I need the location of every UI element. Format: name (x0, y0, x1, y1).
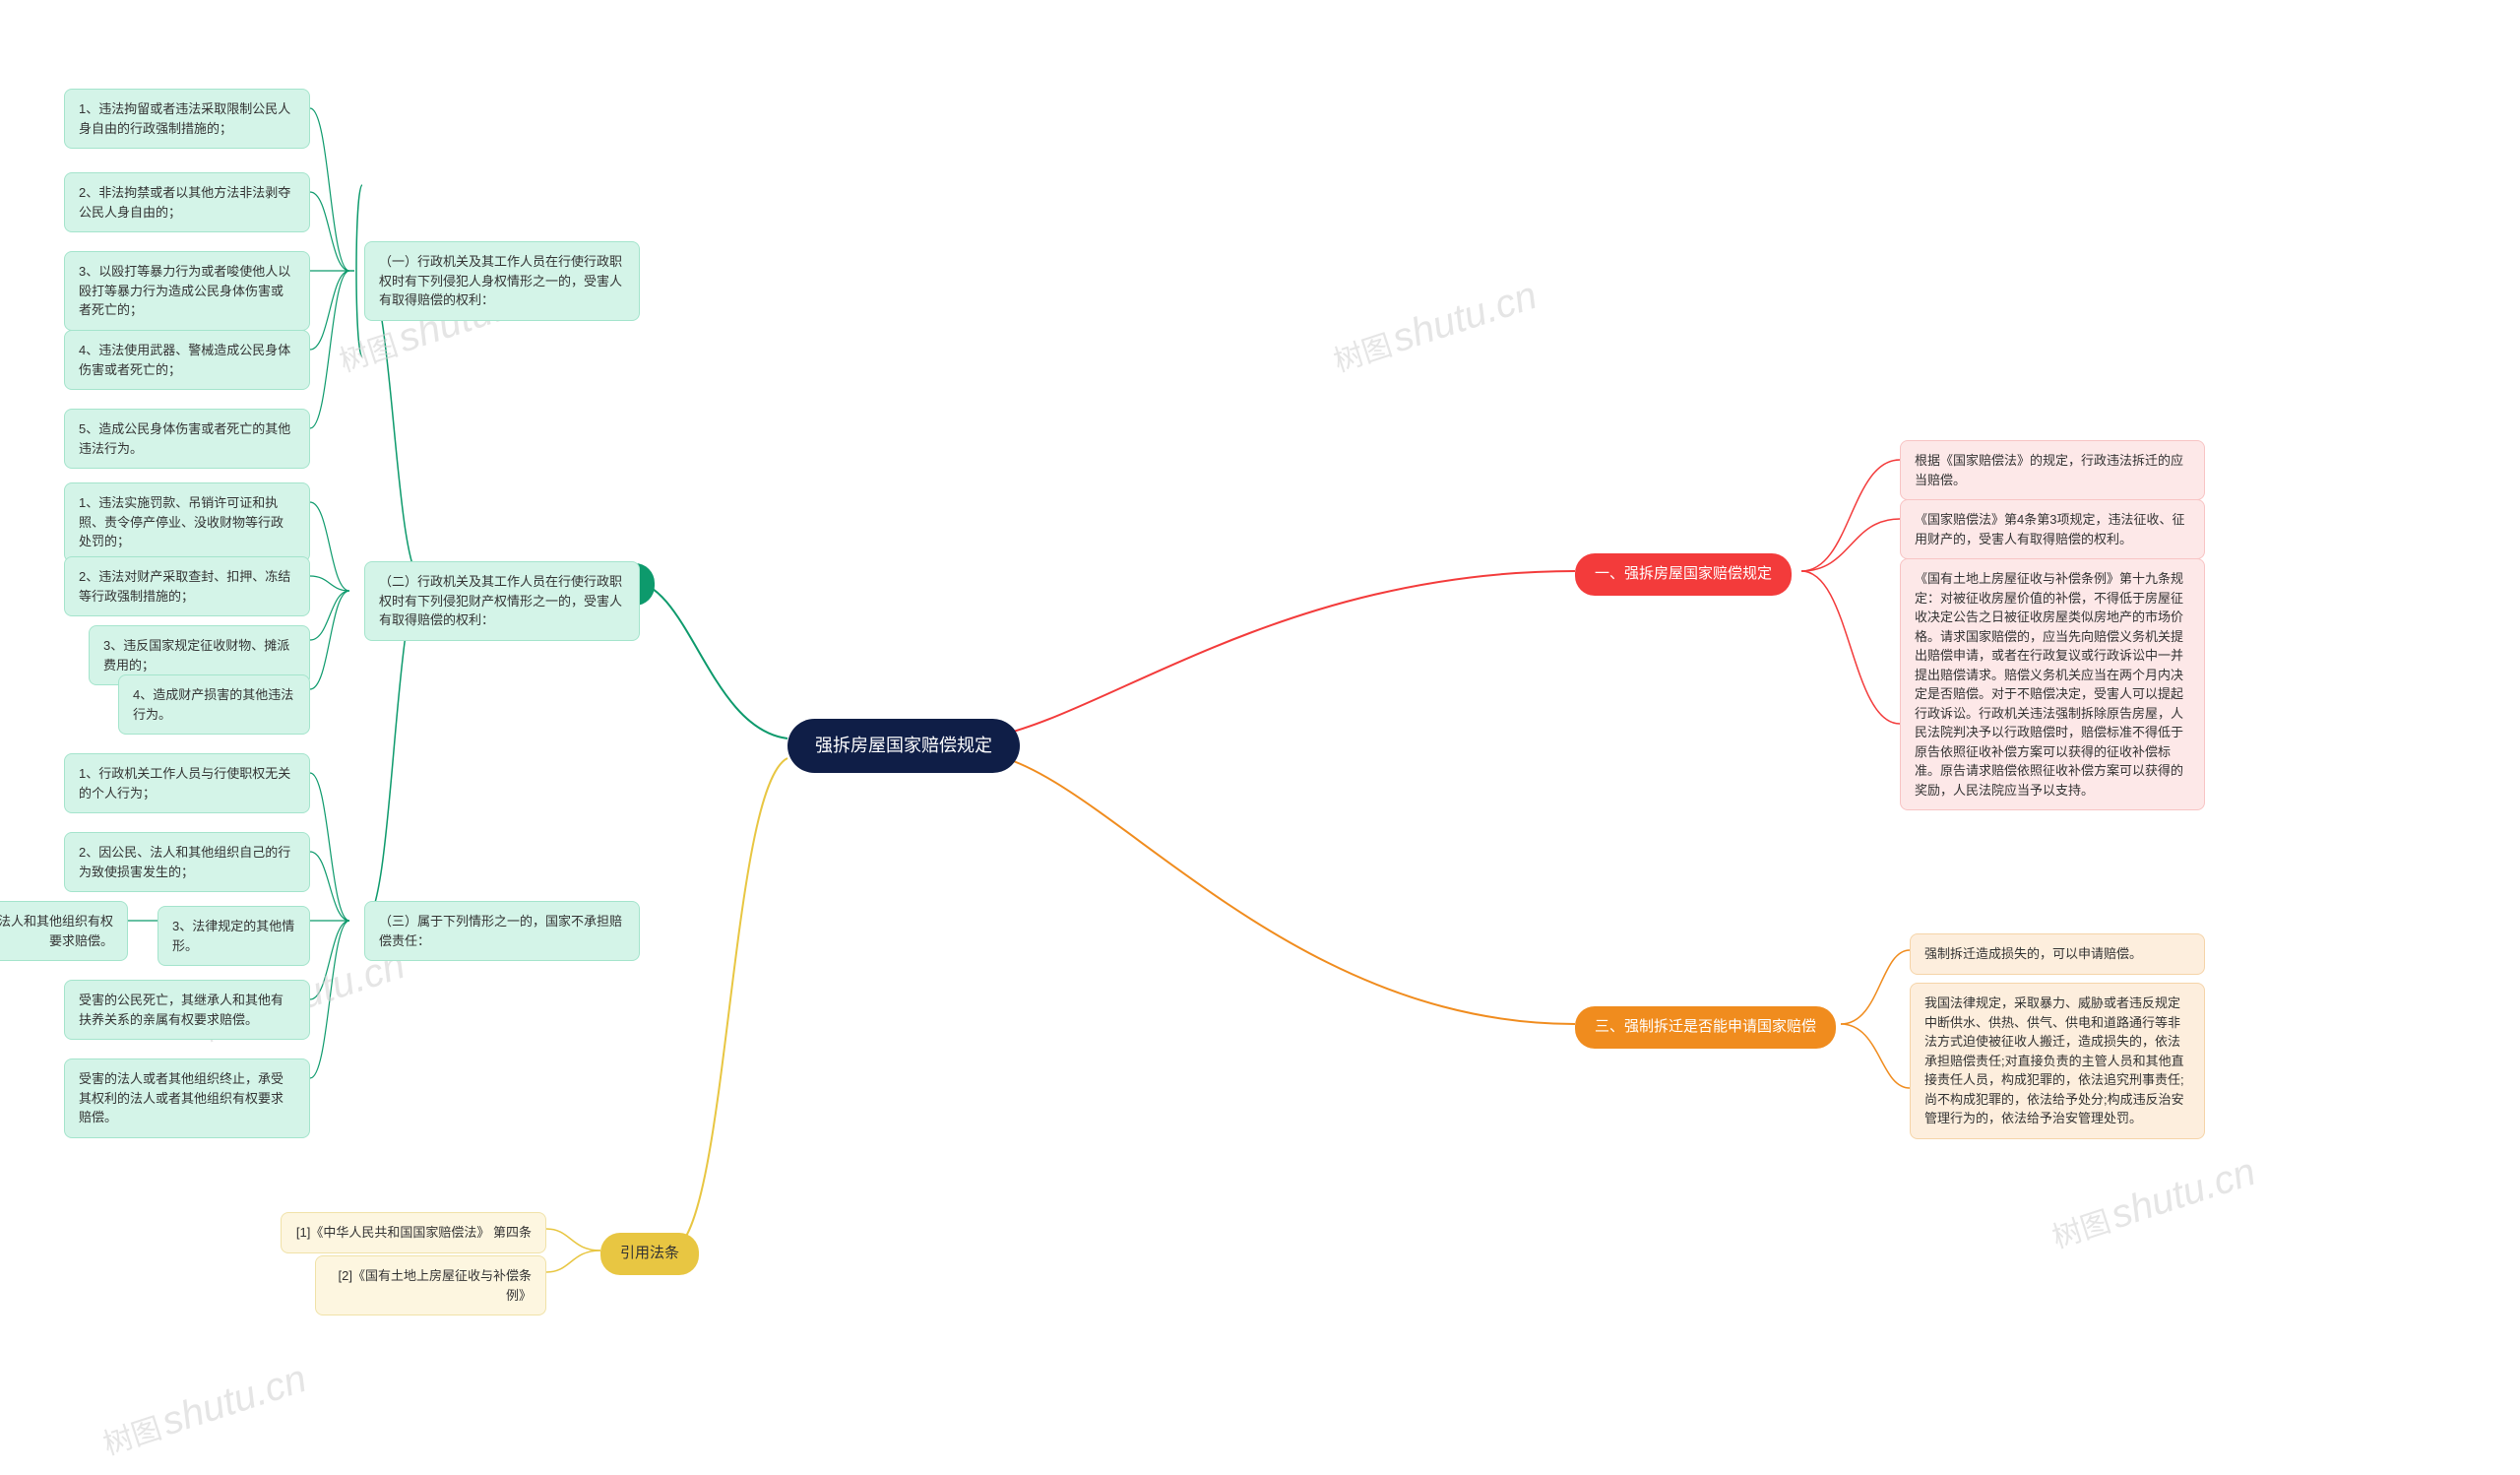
watermark: 树图shutu.cn (1327, 274, 1543, 381)
leaf-text: （四）受害的公民、法人和其他组织有权要求赔偿。 (0, 914, 113, 948)
leaf-text: 强制拆迁造成损失的，可以申请赔偿。 (1924, 946, 2142, 961)
sub-label: （二）行政机关及其工作人员在行使行政职权时有下列侵犯财产权情形之一的，受害人有取… (379, 574, 622, 627)
leaf-text: 3、以殴打等暴力行为或者唆使他人以殴打等暴力行为造成公民身体伤害或者死亡的； (79, 264, 290, 317)
leaf-text: 3、法律规定的其他情形。 (172, 919, 294, 953)
leaf-text: 根据《国家赔偿法》的规定，行政违法拆迁的应当赔偿。 (1915, 453, 2183, 487)
branch2-sub1-leaf-2[interactable]: 3、以殴打等暴力行为或者唆使他人以殴打等暴力行为造成公民身体伤害或者死亡的； (64, 251, 310, 331)
root-node[interactable]: 强拆房屋国家赔偿规定 (788, 719, 1020, 773)
branch2-sub3-leaf-4[interactable]: 受害的法人或者其他组织终止，承受其权利的法人或者其他组织有权要求赔偿。 (64, 1058, 310, 1138)
branch3-leaf-0[interactable]: 强制拆迁造成损失的，可以申请赔偿。 (1910, 933, 2205, 975)
branch2-sub1[interactable]: （一）行政机关及其工作人员在行使行政职权时有下列侵犯人身权情形之一的，受害人有取… (364, 241, 640, 321)
branch2-sub1-leaf-4[interactable]: 5、造成公民身体伤害或者死亡的其他违法行为。 (64, 409, 310, 469)
branch2-sub3-leaf-3[interactable]: 受害的公民死亡，其继承人和其他有扶养关系的亲属有权要求赔偿。 (64, 980, 310, 1040)
branch2-sub1-leaf-1[interactable]: 2、非法拘禁或者以其他方法非法剥夺公民人身自由的； (64, 172, 310, 232)
sub-label: （一）行政机关及其工作人员在行使行政职权时有下列侵犯人身权情形之一的，受害人有取… (379, 254, 622, 307)
leaf-text: 3、违反国家规定征收财物、摊派费用的； (103, 638, 289, 673)
branch1-leaf-2[interactable]: 《国有土地上房屋征收与补偿条例》第十九条规定：对被征收房屋价值的补偿，不得低于房… (1900, 558, 2205, 810)
branch4-label: 引用法条 (620, 1245, 679, 1261)
branch2-sub3-extra[interactable]: （四）受害的公民、法人和其他组织有权要求赔偿。 (0, 901, 128, 961)
leaf-text: 1、违法实施罚款、吊销许可证和执照、责令停产停业、没收财物等行政处罚的； (79, 495, 284, 548)
branch3-leaf-1[interactable]: 我国法律规定，采取暴力、威胁或者违反规定中断供水、供热、供气、供电和道路通行等非… (1910, 983, 2205, 1139)
leaf-text: [1]《中华人民共和国国家赔偿法》 第四条 (296, 1225, 532, 1240)
leaf-text: 1、行政机关工作人员与行使职权无关的个人行为； (79, 766, 290, 801)
branch1-leaf-0[interactable]: 根据《国家赔偿法》的规定，行政违法拆迁的应当赔偿。 (1900, 440, 2205, 500)
watermark: 树图shutu.cn (2046, 1150, 2261, 1257)
branch3-node[interactable]: 三、强制拆迁是否能申请国家赔偿 (1575, 1006, 1836, 1049)
branch3-label: 三、强制拆迁是否能申请国家赔偿 (1595, 1018, 1816, 1035)
leaf-text: 5、造成公民身体伤害或者死亡的其他违法行为。 (79, 421, 290, 456)
branch2-sub3-leaf-0[interactable]: 1、行政机关工作人员与行使职权无关的个人行为； (64, 753, 310, 813)
branch2-sub3-leaf-1[interactable]: 2、因公民、法人和其他组织自己的行为致使损害发生的； (64, 832, 310, 892)
watermark: 树图shutu.cn (96, 1357, 312, 1464)
branch2-sub2[interactable]: （二）行政机关及其工作人员在行使行政职权时有下列侵犯财产权情形之一的，受害人有取… (364, 561, 640, 641)
leaf-text: 受害的公民死亡，其继承人和其他有扶养关系的亲属有权要求赔偿。 (79, 993, 284, 1027)
leaf-text: 4、违法使用武器、警械造成公民身体伤害或者死亡的； (79, 343, 290, 377)
leaf-text: 《国有土地上房屋征收与补偿条例》第十九条规定：对被征收房屋价值的补偿，不得低于房… (1915, 571, 2183, 798)
branch1-node[interactable]: 一、强拆房屋国家赔偿规定 (1575, 553, 1792, 596)
branch2-sub2-leaf-0[interactable]: 1、违法实施罚款、吊销许可证和执照、责令停产停业、没收财物等行政处罚的； (64, 482, 310, 562)
leaf-text: [2]《国有土地上房屋征收与补偿条例》 (339, 1268, 532, 1303)
branch2-sub1-leaf-3[interactable]: 4、违法使用武器、警械造成公民身体伤害或者死亡的； (64, 330, 310, 390)
sub-label: （三）属于下列情形之一的，国家不承担赔偿责任： (379, 914, 622, 948)
branch2-sub2-leaf-3[interactable]: 4、造成财产损害的其他违法行为。 (118, 674, 310, 735)
branch4-leaf-0[interactable]: [1]《中华人民共和国国家赔偿法》 第四条 (281, 1212, 546, 1253)
branch1-leaf-1[interactable]: 《国家赔偿法》第4条第3项规定，违法征收、征用财产的，受害人有取得赔偿的权利。 (1900, 499, 2205, 559)
leaf-text: 《国家赔偿法》第4条第3项规定，违法征收、征用财产的，受害人有取得赔偿的权利。 (1915, 512, 2184, 546)
leaf-text: 我国法律规定，采取暴力、威胁或者违反规定中断供水、供热、供气、供电和道路通行等非… (1924, 995, 2184, 1125)
leaf-text: 1、违法拘留或者违法采取限制公民人身自由的行政强制措施的； (79, 101, 290, 136)
branch4-node[interactable]: 引用法条 (600, 1233, 699, 1275)
branch2-sub2-leaf-1[interactable]: 2、违法对财产采取查封、扣押、冻结等行政强制措施的； (64, 556, 310, 616)
branch2-sub1-leaf-0[interactable]: 1、违法拘留或者违法采取限制公民人身自由的行政强制措施的； (64, 89, 310, 149)
leaf-text: 2、违法对财产采取查封、扣押、冻结等行政强制措施的； (79, 569, 290, 604)
leaf-text: 2、非法拘禁或者以其他方法非法剥夺公民人身自由的； (79, 185, 290, 220)
leaf-text: 受害的法人或者其他组织终止，承受其权利的法人或者其他组织有权要求赔偿。 (79, 1071, 284, 1124)
branch4-leaf-1[interactable]: [2]《国有土地上房屋征收与补偿条例》 (315, 1255, 546, 1315)
leaf-text: 2、因公民、法人和其他组织自己的行为致使损害发生的； (79, 845, 290, 879)
root-label: 强拆房屋国家赔偿规定 (815, 736, 992, 755)
branch2-sub3[interactable]: （三）属于下列情形之一的，国家不承担赔偿责任： (364, 901, 640, 961)
branch2-sub3-leaf-2[interactable]: 3、法律规定的其他情形。 (158, 906, 310, 966)
branch1-label: 一、强拆房屋国家赔偿规定 (1595, 565, 1772, 582)
leaf-text: 4、造成财产损害的其他违法行为。 (133, 687, 293, 722)
